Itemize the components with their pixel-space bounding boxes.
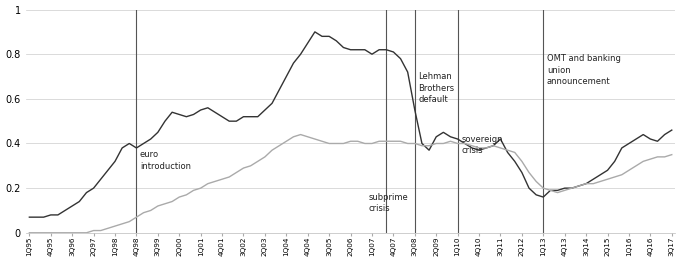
- Text: Lehman
Brothers
default: Lehman Brothers default: [418, 72, 454, 104]
- Text: euro
introduction: euro introduction: [140, 150, 191, 171]
- Text: subprime
crisis: subprime crisis: [368, 193, 408, 213]
- Text: sovereign
crisis: sovereign crisis: [461, 135, 503, 155]
- Text: OMT and banking
union
announcement: OMT and banking union announcement: [547, 54, 621, 86]
